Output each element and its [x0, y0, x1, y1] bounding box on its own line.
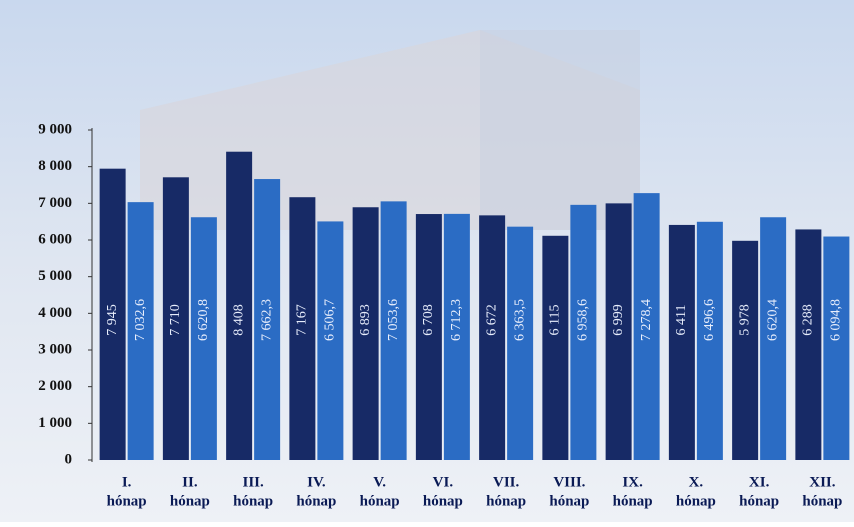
bar [633, 193, 660, 460]
bar [696, 221, 723, 460]
y-tick-label: 7 000 [38, 195, 72, 211]
x-tick-label: II. [182, 474, 198, 490]
bar [443, 213, 470, 460]
y-tick-label: 9 000 [38, 121, 72, 137]
value-label: 7 945 [105, 304, 120, 336]
y-tick-label: 3 000 [38, 341, 72, 357]
y-tick-label: 4 000 [38, 305, 72, 321]
bar [127, 202, 154, 460]
value-label: 6 712,3 [449, 299, 464, 341]
value-label: 6 893 [358, 304, 373, 336]
x-tick-label: hónap [802, 493, 842, 509]
y-tick-label: 6 000 [38, 231, 72, 247]
bar [795, 229, 822, 460]
value-label: 7 710 [168, 304, 183, 336]
x-tick-label: hónap [613, 493, 653, 509]
x-tick-label: hónap [549, 493, 589, 509]
x-tick-label: hónap [170, 493, 210, 509]
value-label: 6 958,6 [576, 299, 591, 341]
x-tick-label: VIII. [553, 474, 585, 490]
bar [289, 197, 316, 460]
x-tick-label: hónap [423, 493, 463, 509]
building-side [480, 30, 640, 230]
y-tick-label: 5 000 [38, 268, 72, 284]
value-label: 6 672 [484, 304, 499, 336]
x-tick-label: hónap [107, 493, 147, 509]
bar [542, 235, 569, 460]
y-tick-label: 8 000 [38, 158, 72, 174]
value-label: 8 408 [231, 304, 246, 336]
y-tick-label: 1 000 [38, 415, 72, 431]
bar [380, 201, 407, 461]
value-label: 6 506,7 [323, 299, 338, 341]
value-label: 6 620,4 [765, 299, 780, 341]
value-label: 5 978 [737, 304, 752, 336]
bar [352, 207, 379, 460]
value-label: 7 167 [295, 304, 310, 336]
value-label: 7 053,6 [386, 299, 401, 341]
x-tick-label: V. [373, 474, 386, 490]
x-tick-label: VI. [433, 474, 454, 490]
bar [570, 204, 597, 460]
bar [507, 226, 534, 460]
bar [760, 217, 787, 460]
x-tick-label: XI. [749, 474, 770, 490]
x-tick-label: VII. [493, 474, 520, 490]
bar [162, 177, 189, 461]
x-tick-label: I. [122, 474, 132, 490]
bar [732, 240, 759, 460]
bar [99, 168, 126, 460]
value-label: 6 094,8 [829, 299, 844, 341]
bar [415, 214, 442, 460]
value-label: 6 708 [421, 304, 436, 336]
bar [479, 215, 506, 460]
x-tick-label: hónap [296, 493, 336, 509]
x-tick-label: XII. [809, 474, 836, 490]
value-label: 6 496,6 [702, 299, 717, 341]
x-tick-label: IX. [622, 474, 643, 490]
bar [190, 217, 217, 460]
bar [254, 179, 281, 460]
value-label: 6 620,8 [196, 299, 211, 341]
bar [317, 221, 344, 460]
bar [823, 236, 850, 460]
value-label: 6 363,5 [512, 299, 527, 341]
x-tick-label: IV. [307, 474, 326, 490]
value-label: 7 032,6 [133, 299, 148, 341]
bar [226, 151, 253, 460]
x-tick-label: hónap [233, 493, 273, 509]
value-label: 7 662,3 [259, 299, 274, 341]
value-label: 6 288 [801, 304, 816, 336]
y-tick-label: 0 [65, 451, 73, 467]
value-label: 7 278,4 [639, 299, 654, 341]
x-tick-label: hónap [360, 493, 400, 509]
value-label: 6 999 [611, 304, 626, 336]
x-tick-label: hónap [676, 493, 716, 509]
value-label: 6 411 [674, 305, 689, 336]
x-tick-label: hónap [739, 493, 779, 509]
bar [605, 203, 632, 460]
bar [668, 224, 695, 460]
x-tick-label: X. [689, 474, 704, 490]
x-tick-label: III. [242, 474, 264, 490]
y-tick-label: 2 000 [38, 378, 72, 394]
value-label: 6 115 [548, 305, 563, 336]
x-tick-label: hónap [486, 493, 526, 509]
